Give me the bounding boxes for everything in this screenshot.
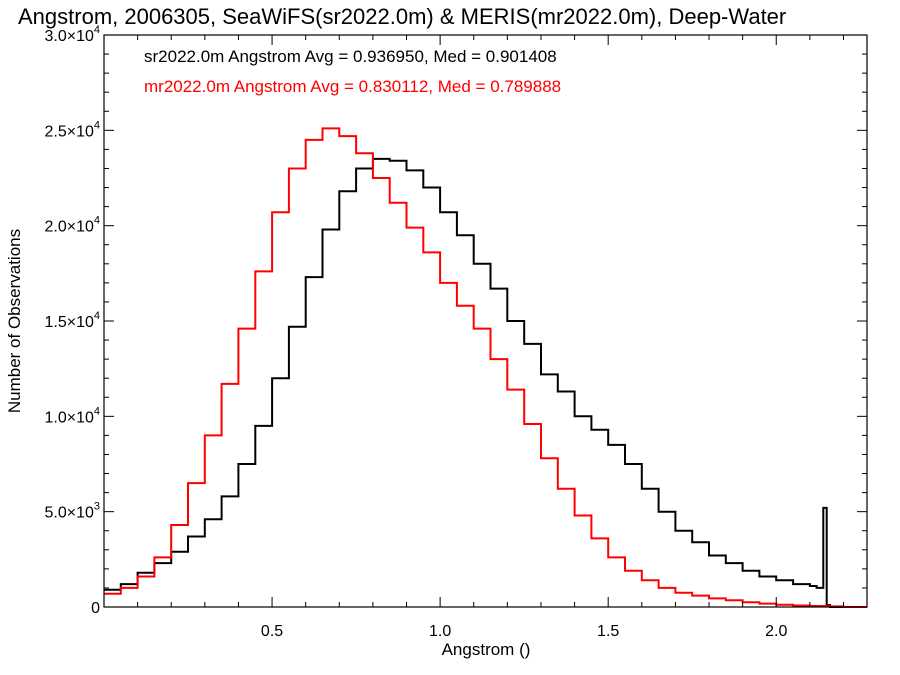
y-tick-label: 5.0×103 [44, 501, 100, 522]
legend-entry-mr2022: mr2022.0m Angstrom Avg = 0.830112, Med =… [144, 77, 561, 96]
y-tick-label: 0 [91, 600, 100, 617]
series-layer [104, 127, 867, 608]
y-tick-label: 1.0×104 [44, 405, 100, 426]
y-tick-mantissa: 2.0×10 [44, 219, 93, 236]
x-tick-label: 0.5 [261, 623, 283, 640]
y-tick-exponent: 4 [94, 119, 100, 131]
chart-title: Angstrom, 2006305, SeaWiFS(sr2022.0m) & … [18, 4, 786, 29]
legend-entry-sr2022: sr2022.0m Angstrom Avg = 0.936950, Med =… [144, 47, 557, 66]
x-tick-label: 1.0 [429, 623, 451, 640]
y-tick-label: 2.0×104 [44, 215, 100, 236]
x-tick-labels: 0.5 1.0 1.5 2.0 [261, 623, 788, 640]
y-tick-exponent: 4 [94, 215, 100, 227]
y-tick-label: 2.5×104 [44, 119, 100, 140]
ticks-layer [104, 34, 867, 608]
x-tick-label: 1.5 [597, 623, 619, 640]
x-axis-label: Angstrom () [442, 640, 531, 659]
series-line-sr2022 [104, 157, 867, 608]
y-tick-label: 3.0×104 [44, 24, 100, 45]
series-line-mr2022 [104, 127, 867, 608]
y-tick-exponent: 4 [94, 405, 100, 417]
y-tick-exponent: 4 [94, 24, 100, 36]
y-axis-label: Number of Observations [5, 229, 24, 413]
y-tick-mantissa: 1.5×10 [44, 314, 93, 331]
y-tick-mantissa: 5.0×10 [44, 505, 93, 522]
y-tick-label: 1.5×104 [44, 310, 100, 331]
x-tick-label: 2.0 [765, 623, 787, 640]
y-tick-mantissa: 2.5×10 [44, 123, 93, 140]
y-tick-exponent: 4 [94, 310, 100, 322]
y-tick-mantissa: 3.0×10 [44, 28, 93, 45]
y-tick-exponent: 3 [94, 501, 100, 513]
y-tick-labels: 05.0×1031.0×1041.5×1042.0×1042.5×1043.0×… [44, 24, 100, 617]
y-tick-mantissa: 1.0×10 [44, 409, 93, 426]
y-tick-mantissa: 0 [91, 600, 100, 617]
